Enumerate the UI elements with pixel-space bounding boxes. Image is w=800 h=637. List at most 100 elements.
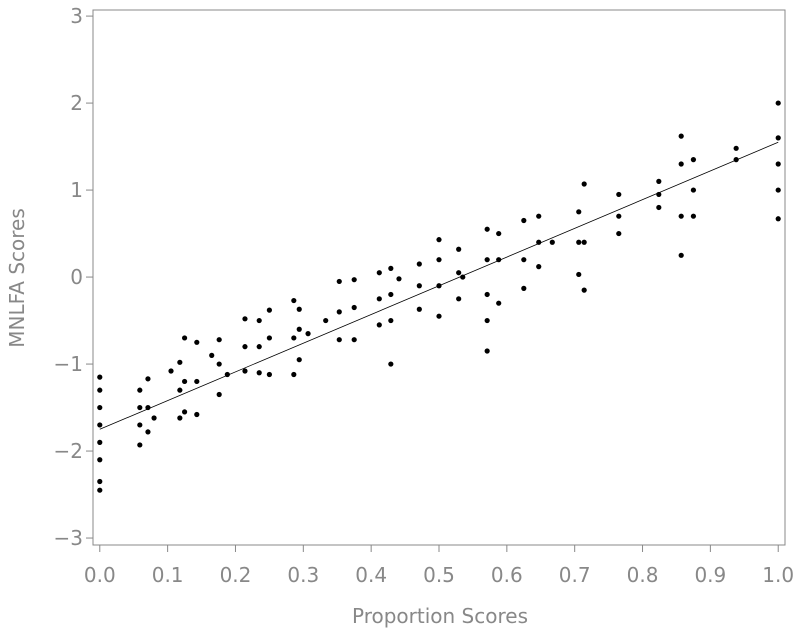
- point: [388, 265, 394, 271]
- point: [137, 442, 143, 448]
- point: [496, 300, 502, 306]
- point: [690, 187, 697, 193]
- plot-frame: [92, 9, 786, 546]
- point: [678, 213, 684, 219]
- point: [291, 335, 297, 341]
- point: [536, 239, 542, 245]
- point: [351, 277, 357, 283]
- point: [388, 317, 394, 324]
- point: [396, 276, 402, 282]
- point: [616, 230, 622, 237]
- point: [291, 297, 297, 304]
- point: [145, 429, 151, 435]
- point: [97, 487, 103, 493]
- y-tick-label: 1: [70, 178, 83, 202]
- point: [216, 391, 222, 398]
- point: [216, 361, 222, 367]
- point: [296, 357, 302, 363]
- point: [775, 161, 781, 167]
- point: [145, 404, 151, 411]
- x-tick-label: 0.8: [627, 563, 659, 587]
- point: [416, 306, 422, 312]
- point: [256, 370, 262, 376]
- point: [336, 337, 342, 343]
- point: [376, 322, 382, 328]
- point: [521, 217, 527, 224]
- point: [496, 257, 502, 263]
- point: [388, 291, 394, 298]
- x-tick-label: 0.9: [694, 563, 726, 587]
- point: [678, 252, 684, 258]
- point: [266, 371, 272, 378]
- point: [296, 306, 302, 312]
- point: [616, 213, 622, 219]
- point: [194, 339, 200, 345]
- point: [137, 422, 143, 428]
- point: [323, 317, 329, 324]
- point: [484, 348, 490, 354]
- point: [436, 257, 442, 263]
- x-axis-label: Proportion Scores: [352, 604, 528, 628]
- point: [775, 187, 781, 193]
- point: [177, 387, 183, 393]
- point: [242, 368, 248, 374]
- x-tick-label: 0.4: [355, 563, 387, 587]
- point: [456, 296, 462, 302]
- point: [733, 157, 739, 163]
- point: [194, 378, 200, 385]
- y-tick-label: 2: [70, 91, 83, 115]
- point: [97, 374, 103, 380]
- x-tick-label: 0.2: [220, 563, 252, 587]
- point: [266, 307, 272, 313]
- point: [242, 316, 248, 322]
- point: [181, 409, 188, 415]
- point: [456, 246, 462, 252]
- point: [656, 178, 662, 184]
- point: [576, 209, 582, 215]
- point: [209, 352, 215, 358]
- x-tick-label: 0.5: [423, 563, 455, 587]
- point: [460, 274, 466, 280]
- point: [678, 133, 684, 139]
- point: [336, 278, 342, 285]
- point: [388, 361, 394, 367]
- point: [151, 415, 157, 421]
- point: [97, 457, 103, 463]
- y-tick-label: −1: [54, 352, 83, 376]
- point: [656, 191, 662, 198]
- point: [305, 331, 311, 337]
- point: [224, 371, 230, 378]
- point: [351, 337, 357, 343]
- point: [181, 378, 188, 385]
- point: [775, 135, 781, 141]
- point: [97, 478, 103, 485]
- x-tick-label: 0.0: [84, 563, 116, 587]
- x-tick-label: 1.0: [762, 563, 794, 587]
- point: [137, 404, 143, 411]
- point: [775, 216, 781, 222]
- x-tick-label: 0.1: [152, 563, 184, 587]
- point: [137, 387, 143, 393]
- y-tick-label: 0: [70, 265, 83, 289]
- point: [484, 291, 490, 298]
- point: [576, 271, 582, 278]
- point: [242, 344, 248, 350]
- point: [581, 239, 587, 245]
- point: [256, 317, 262, 324]
- point: [616, 191, 622, 198]
- point: [581, 287, 587, 293]
- point: [656, 204, 662, 211]
- point: [376, 270, 382, 276]
- point: [177, 359, 183, 365]
- x-tick-label: 0.3: [287, 563, 319, 587]
- y-tick-label: −2: [54, 439, 83, 463]
- x-tick-label: 0.7: [559, 563, 591, 587]
- point: [536, 213, 542, 219]
- point: [145, 376, 151, 382]
- point: [97, 422, 103, 428]
- point: [484, 317, 490, 324]
- point: [97, 439, 103, 445]
- point: [177, 415, 183, 421]
- point: [266, 335, 272, 341]
